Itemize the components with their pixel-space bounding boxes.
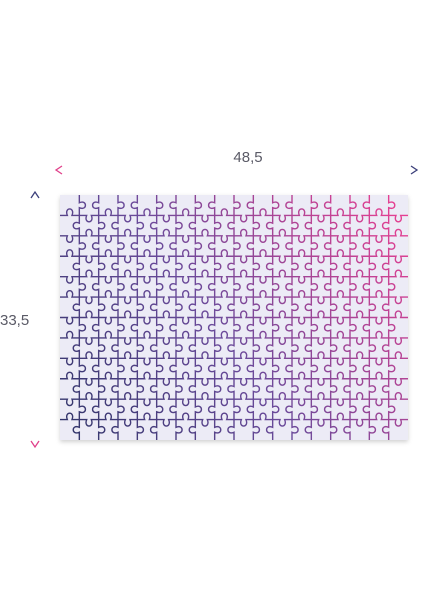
puzzle-cut <box>60 208 408 223</box>
puzzle-cut <box>60 412 408 427</box>
arrow-head <box>54 165 63 175</box>
arrow-head <box>410 165 419 175</box>
puzzle-cut <box>60 310 408 325</box>
width-label: 48,5 <box>233 149 262 166</box>
puzzle-cut <box>60 351 408 366</box>
puzzle-cut <box>60 392 408 407</box>
arrow-head <box>30 440 40 449</box>
height-label: 33,5 <box>0 312 29 329</box>
puzzle-cut <box>60 249 408 264</box>
puzzle-cuts <box>60 195 408 440</box>
puzzle-cut <box>60 228 408 243</box>
puzzle-cut <box>60 330 408 346</box>
puzzle-cut <box>60 371 408 386</box>
arrow-head <box>30 190 40 199</box>
puzzle-cut <box>60 289 408 305</box>
puzzle-cut <box>60 269 408 284</box>
